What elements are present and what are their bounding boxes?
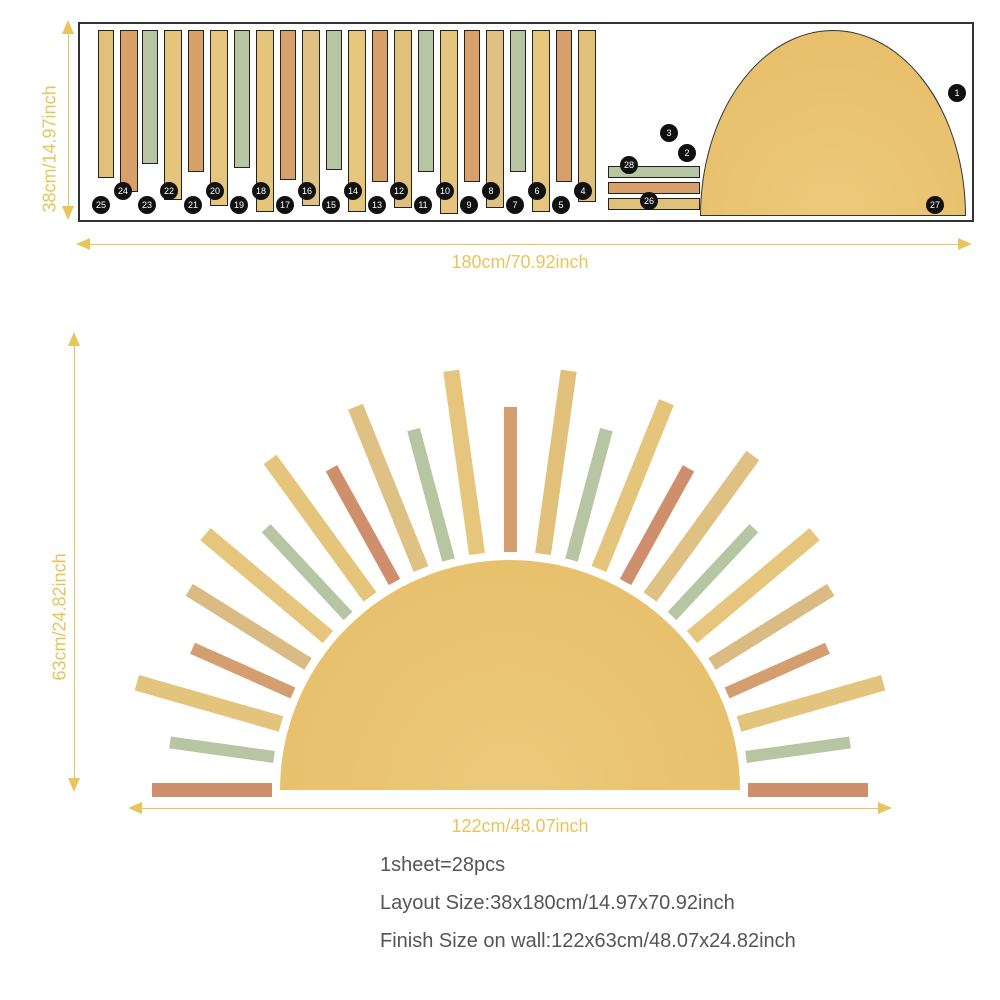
arrow-icon <box>958 238 972 250</box>
piece-number-badge: 18 <box>252 182 270 200</box>
sheet-ray <box>464 30 480 182</box>
arrow-icon <box>128 802 142 814</box>
piece-number-badge: 28 <box>620 156 638 174</box>
piece-number-badge: 22 <box>160 182 178 200</box>
piece-number-badge: 2 <box>678 144 696 162</box>
sheet-ray <box>142 30 158 164</box>
sheet-ray <box>510 30 526 172</box>
sheet-ray <box>372 30 388 182</box>
piece-number-badge: 4 <box>574 182 592 200</box>
sun-ray <box>748 783 868 797</box>
sheet-ray <box>302 30 320 206</box>
sun-ray <box>443 370 485 555</box>
sheet-ray <box>326 30 342 170</box>
assembled-sun-area <box>130 330 890 790</box>
finish-height-label: 63cm/24.82inch <box>50 461 71 681</box>
sheet-ray <box>98 30 114 178</box>
piece-number-badge: 6 <box>528 182 546 200</box>
sheet-ray <box>210 30 228 206</box>
sun-ray <box>592 399 674 572</box>
sun-ray <box>261 524 352 620</box>
info-sheets-pcs: 1sheet=28pcs <box>380 854 505 877</box>
finish-height-dim-line <box>74 334 75 790</box>
piece-number-badge: 1 <box>948 84 966 102</box>
sun-ray <box>745 736 851 762</box>
arrow-icon <box>76 238 90 250</box>
sheet-width-dim-line <box>78 244 970 245</box>
sheet-height-dim-line <box>68 22 69 218</box>
sheet-ray <box>234 30 250 168</box>
piece-number-badge: 26 <box>640 192 658 210</box>
piece-number-badge: 20 <box>206 182 224 200</box>
sheet-ray <box>120 30 138 192</box>
piece-number-badge: 24 <box>114 182 132 200</box>
piece-number-badge: 16 <box>298 182 316 200</box>
arrow-icon <box>68 332 80 346</box>
piece-number-badge: 19 <box>230 196 248 214</box>
piece-number-badge: 13 <box>368 196 386 214</box>
sun-ray <box>504 407 517 552</box>
sun-ray <box>535 370 577 555</box>
info-layout-size: Layout Size:38x180cm/14.97x70.92inch <box>380 892 735 915</box>
sheet-width-label: 180cm/70.92inch <box>400 252 640 273</box>
piece-number-badge: 10 <box>436 182 454 200</box>
sheet-ray <box>556 30 572 182</box>
finish-width-label: 122cm/48.07inch <box>400 816 640 837</box>
piece-number-badge: 3 <box>660 124 678 142</box>
sheet-ray <box>188 30 204 172</box>
sheet-height-label: 38cm/14.97inch <box>40 33 61 213</box>
sheet-ray <box>280 30 296 180</box>
sun-ray <box>169 736 275 762</box>
arrow-icon <box>68 778 80 792</box>
sheet-ray <box>418 30 434 172</box>
arrow-icon <box>62 20 74 34</box>
assembled-half-sun <box>280 560 740 790</box>
arrow-icon <box>62 206 74 220</box>
piece-number-badge: 8 <box>482 182 500 200</box>
sheet-small-bar <box>608 182 700 194</box>
piece-number-badge: 11 <box>414 196 432 214</box>
finish-width-dim-line <box>130 808 890 809</box>
sun-ray <box>152 783 272 797</box>
piece-number-badge: 12 <box>390 182 408 200</box>
piece-number-badge: 7 <box>506 196 524 214</box>
piece-number-badge: 23 <box>138 196 156 214</box>
sheet-ray <box>164 30 182 200</box>
piece-number-badge: 25 <box>92 196 110 214</box>
piece-number-badge: 14 <box>344 182 362 200</box>
piece-number-badge: 27 <box>926 196 944 214</box>
piece-number-badge: 15 <box>322 196 340 214</box>
sheet-ray <box>578 30 596 202</box>
sheet-half-sun <box>700 30 966 216</box>
info-finish-size: Finish Size on wall:122x63cm/48.07x24.82… <box>380 930 796 953</box>
piece-number-badge: 5 <box>552 196 570 214</box>
arrow-icon <box>878 802 892 814</box>
piece-number-badge: 17 <box>276 196 294 214</box>
sheet-layout-box: 2524232221201918171615141312111098765428… <box>78 22 974 222</box>
piece-number-badge: 9 <box>460 196 478 214</box>
piece-number-badge: 21 <box>184 196 202 214</box>
